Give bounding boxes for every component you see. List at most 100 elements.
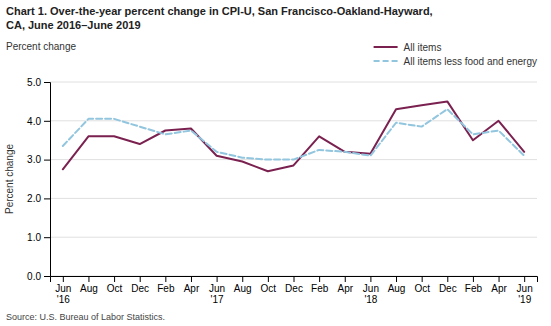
- x-tick-label-line: '17: [211, 294, 224, 305]
- x-axis: Jun'16AugOctDecFebAprJun'17AugOctDecFebA…: [51, 276, 538, 305]
- x-tick-label-line: Apr: [337, 283, 353, 294]
- x-tick: Oct: [261, 276, 277, 294]
- y-axis-line: [44, 83, 51, 277]
- y-tick-mark: [44, 82, 50, 83]
- x-tick-label-line: Oct: [107, 283, 123, 294]
- y-tick: 1.0: [27, 232, 50, 243]
- x-tick-label-line: Aug: [80, 283, 98, 294]
- x-tick-label: Apr: [184, 283, 200, 294]
- x-tick: Feb: [157, 276, 175, 294]
- y-tick-label: 5.0: [27, 77, 41, 88]
- legend-swatch: [374, 60, 398, 62]
- x-axis-line: [51, 277, 538, 283]
- x-tick: Aug: [234, 276, 252, 294]
- series-line: [63, 109, 524, 159]
- grid-line: [50, 82, 537, 83]
- y-tick: 0.0: [27, 271, 50, 282]
- legend-label: All items less food and energy: [404, 56, 537, 67]
- x-tick-label-line: Aug: [234, 283, 252, 294]
- title: Chart 1. Over-the-year percent change in…: [6, 5, 433, 31]
- legend-swatch: [374, 46, 398, 48]
- grid: [50, 82, 537, 276]
- x-tick-label-line: Jun: [209, 283, 225, 294]
- x-tick-label-line: Dec: [439, 283, 457, 294]
- y-axis: 0.0 1.0 2.0 3.0 4.0 5.0: [27, 77, 50, 282]
- plot: 0.01.02.03.04.05.0Jun'16AugOctDecFebAprJ…: [27, 77, 537, 305]
- series-line: [63, 101, 524, 171]
- x-tick-label: Jun'19: [517, 283, 533, 305]
- x-tick-label-line: Feb: [465, 283, 483, 294]
- x-tick: Feb: [311, 276, 329, 294]
- x-tick-mark: [191, 276, 192, 282]
- x-tick: Apr: [491, 276, 507, 294]
- y-tick-label: 0.0: [27, 271, 41, 282]
- x-tick-label-line: Jun: [55, 283, 71, 294]
- x-tick-label: Oct: [414, 283, 430, 294]
- x-tick-mark: [396, 276, 397, 282]
- x-tick: Oct: [107, 276, 123, 294]
- y-tick-label: 3.0: [27, 154, 41, 165]
- x-tick: Aug: [80, 276, 98, 294]
- chart: Chart 1. Over-the-year percent change in…: [0, 0, 551, 326]
- x-tick: Feb: [465, 276, 483, 294]
- x-tick-label: Dec: [285, 283, 303, 294]
- y-tick: 4.0: [27, 116, 50, 127]
- x-tick-label: Aug: [234, 283, 252, 294]
- x-tick-label-line: Oct: [261, 283, 277, 294]
- x-tick-label: Aug: [80, 283, 98, 294]
- x-tick-label: Apr: [337, 283, 353, 294]
- x-tick: Jun'19: [517, 276, 533, 305]
- x-tick: Dec: [131, 276, 149, 294]
- title-line: Chart 1. Over-the-year percent change in…: [6, 5, 433, 17]
- x-tick-mark: [268, 276, 269, 282]
- x-tick-label: Jun'16: [55, 283, 71, 305]
- x-tick-label-line: Feb: [311, 283, 329, 294]
- x-tick-mark: [473, 276, 474, 282]
- x-tick-label: Feb: [465, 283, 483, 294]
- x-tick-mark: [88, 276, 89, 282]
- x-tick-label: Jun'17: [209, 283, 225, 305]
- x-tick-mark: [140, 276, 141, 282]
- legend-item: All items: [374, 42, 442, 53]
- title-line: CA, June 2016–June 2019: [6, 19, 141, 31]
- x-tick-label-line: Oct: [414, 283, 430, 294]
- x-tick-label-line: '16: [57, 294, 70, 305]
- x-tick-mark: [370, 276, 371, 282]
- x-tick-mark: [319, 276, 320, 282]
- x-tick-label-line: Dec: [131, 283, 149, 294]
- y-tick: 2.0: [27, 193, 50, 204]
- x-tick-label: Feb: [157, 283, 175, 294]
- x-tick-label: Dec: [131, 283, 149, 294]
- x-tick-label-line: Dec: [285, 283, 303, 294]
- legend: All items All items less food and energy: [374, 42, 537, 67]
- x-tick-label: Dec: [439, 283, 457, 294]
- y-tick-mark: [44, 237, 50, 238]
- x-tick-label-line: Jun: [517, 283, 533, 294]
- x-tick-mark: [217, 276, 218, 282]
- x-tick-mark: [499, 276, 500, 282]
- x-tick-mark: [114, 276, 115, 282]
- y-tick-mark: [44, 276, 50, 277]
- x-tick: Dec: [285, 276, 303, 294]
- x-tick-label-line: Feb: [157, 283, 175, 294]
- legend-item: All items less food and energy: [374, 56, 537, 67]
- x-tick: Jun'17: [209, 276, 225, 305]
- source-note: Source: U.S. Bureau of Labor Statistics.: [6, 312, 165, 322]
- x-tick-mark: [524, 276, 525, 282]
- x-tick-label: Oct: [107, 283, 123, 294]
- x-tick-label: Oct: [261, 283, 277, 294]
- x-tick-label-line: '19: [518, 294, 531, 305]
- x-tick: Apr: [337, 276, 353, 294]
- y-tick: 5.0: [27, 77, 50, 88]
- x-tick-label: Aug: [388, 283, 406, 294]
- legend-label: All items: [404, 42, 442, 53]
- x-tick-label: Apr: [491, 283, 507, 294]
- x-tick-label-line: Apr: [491, 283, 507, 294]
- x-tick: Oct: [414, 276, 430, 294]
- y-tick-mark: [44, 198, 50, 199]
- y-axis-caption: Percent change: [6, 41, 76, 52]
- x-tick-mark: [63, 276, 64, 282]
- x-tick-label: Jun'18: [363, 283, 379, 305]
- y-tick-label: 1.0: [27, 232, 41, 243]
- x-tick: Dec: [439, 276, 457, 294]
